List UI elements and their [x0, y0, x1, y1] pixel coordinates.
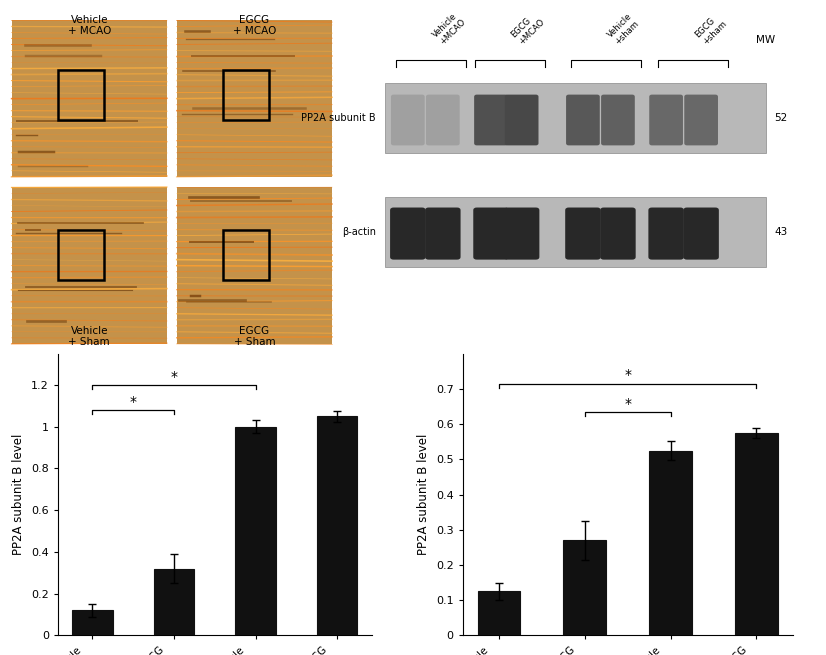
Text: *: * [170, 369, 178, 384]
Bar [58, 70, 104, 120]
FancyBboxPatch shape [505, 94, 539, 145]
Y-axis label: PP2A subunit B level: PP2A subunit B level [417, 434, 430, 555]
Text: Vehicle
+ MCAO: Vehicle + MCAO [68, 15, 111, 37]
Bar [72, 610, 113, 635]
Bar [154, 569, 194, 635]
Text: EGCG
+sham: EGCG +sham [694, 12, 729, 47]
Bar [385, 83, 766, 153]
Bar [316, 417, 358, 635]
Bar [12, 187, 167, 344]
FancyBboxPatch shape [473, 208, 509, 259]
Text: MW: MW [756, 35, 776, 45]
Text: EGCG
+ MCAO: EGCG + MCAO [233, 15, 276, 37]
FancyBboxPatch shape [426, 94, 460, 145]
Text: β-actin: β-actin [342, 227, 376, 237]
Bar [235, 426, 276, 635]
Text: PP2A subunit B: PP2A subunit B [301, 113, 376, 123]
Bar [223, 70, 269, 120]
Bar [477, 591, 520, 635]
Bar [735, 433, 778, 635]
Text: *: * [624, 368, 631, 383]
FancyBboxPatch shape [425, 208, 461, 259]
FancyBboxPatch shape [391, 94, 425, 145]
Bar [177, 187, 332, 344]
Text: Vehicle
+sham: Vehicle +sham [606, 11, 641, 47]
FancyBboxPatch shape [648, 208, 684, 259]
Text: Vehicle
+ Sham: Vehicle + Sham [69, 326, 110, 347]
Text: *: * [130, 395, 137, 409]
Text: EGCG
+MCAO: EGCG +MCAO [510, 10, 546, 47]
Text: Vehicle
+MCAO: Vehicle +MCAO [431, 10, 468, 47]
FancyBboxPatch shape [474, 94, 508, 145]
FancyBboxPatch shape [649, 94, 683, 145]
FancyBboxPatch shape [504, 208, 539, 259]
Bar [385, 197, 766, 267]
Bar [177, 20, 332, 177]
Bar [12, 20, 167, 177]
Text: *: * [624, 396, 631, 411]
Bar [563, 540, 606, 635]
FancyBboxPatch shape [684, 94, 718, 145]
Bar [223, 231, 269, 280]
FancyBboxPatch shape [565, 208, 601, 259]
Text: 43: 43 [775, 227, 788, 237]
Text: EGCG
+ Sham: EGCG + Sham [234, 326, 275, 347]
Y-axis label: PP2A subunit B level: PP2A subunit B level [12, 434, 26, 555]
Bar [58, 231, 104, 280]
Text: 52: 52 [775, 113, 788, 123]
FancyBboxPatch shape [390, 208, 425, 259]
FancyBboxPatch shape [601, 94, 635, 145]
FancyBboxPatch shape [683, 208, 719, 259]
Bar [649, 451, 692, 635]
FancyBboxPatch shape [601, 208, 636, 259]
FancyBboxPatch shape [566, 94, 600, 145]
